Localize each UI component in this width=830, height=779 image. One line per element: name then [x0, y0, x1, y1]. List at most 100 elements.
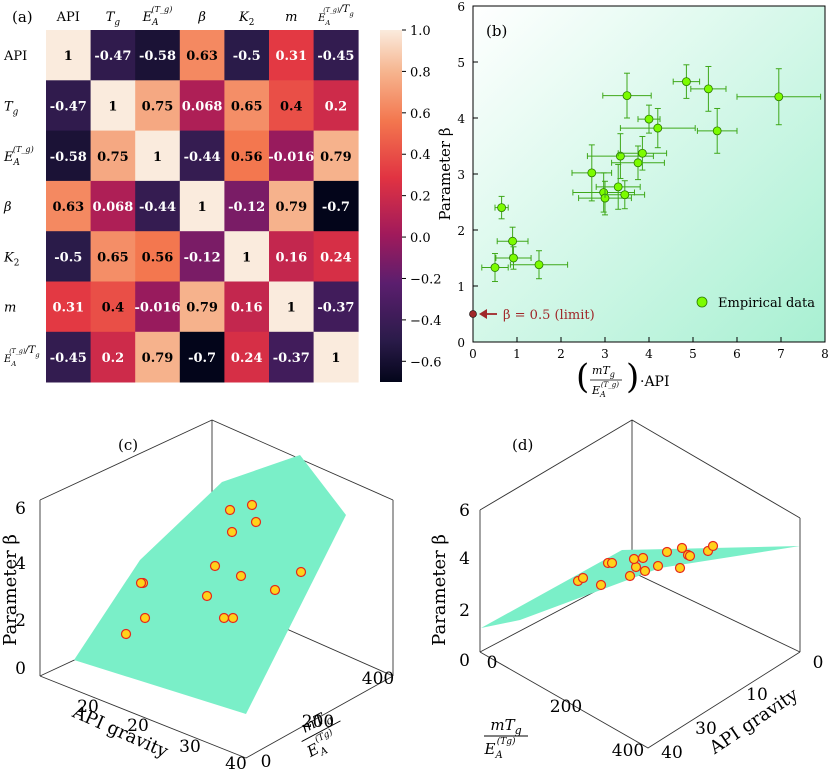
heatmap-cell — [313, 130, 359, 182]
heatmap-cell — [179, 231, 225, 282]
x-tick-label: 20 — [127, 716, 149, 736]
heatmap-value: 0.068 — [93, 200, 134, 215]
heatmap-value: 0.79 — [275, 200, 307, 215]
axis-label: EA(T_g) — [3, 145, 34, 168]
xticks-c: 20 20 30 40 — [77, 697, 247, 774]
data-point — [595, 163, 641, 210]
heatmap-value: -0.5 — [233, 49, 261, 64]
data-point — [611, 145, 665, 181]
colorbar-tick-label: 1.0 — [410, 24, 431, 39]
heatmap-value: 1 — [242, 250, 251, 265]
heatmap-value: -0.016 — [134, 301, 180, 316]
x-tick-label: 7 — [777, 347, 785, 361]
xticks-d: 0 200 400 — [487, 653, 645, 761]
bracket: ) — [626, 357, 639, 397]
colorbar-tick-label: 0.8 — [410, 65, 431, 80]
heatmap-value: 0.16 — [275, 250, 307, 265]
heatmap-cell — [135, 180, 181, 232]
heatmap-cell — [46, 80, 91, 131]
data-point — [736, 68, 822, 126]
data-point — [481, 253, 509, 283]
heatmap-value: 0.56 — [231, 150, 263, 165]
heatmap-value: 0.79 — [186, 301, 218, 316]
panel-a-label: (a) — [12, 8, 33, 26]
frac-den: EA(T_g) — [591, 381, 619, 399]
heatmap-cell — [313, 331, 359, 383]
z-tick-label: 6 — [15, 499, 26, 519]
heatmap-cell — [46, 180, 91, 232]
y-tick-label: 1 — [457, 280, 465, 294]
heatmap-cell — [90, 331, 136, 383]
point-3d — [661, 546, 673, 558]
heatmap-cell — [135, 231, 181, 282]
y-tick-label: 2 — [457, 224, 465, 238]
heatmap-cell — [179, 80, 225, 131]
colorbar-tick-label: 0.6 — [410, 107, 431, 122]
point-3d — [120, 628, 132, 640]
heatmap-row-labels: API Tg EA(T_g) β K2 m EA(T_g)/Tg — [3, 49, 40, 368]
plot-b-xlabel: (mTg EA(T_g)) ·API — [576, 357, 670, 399]
data-point — [604, 180, 646, 210]
data-point — [617, 135, 668, 171]
point-3d — [652, 560, 664, 572]
y-tick-label: 10 — [746, 685, 768, 705]
x-tick-label: 200 — [550, 697, 582, 717]
z-tick-label: 0 — [15, 659, 26, 679]
axis-label: β — [197, 10, 206, 25]
heatmap-cell — [313, 281, 359, 333]
heatmap-cell — [224, 180, 270, 232]
heatmap-value: 0.56 — [142, 250, 174, 265]
plot-b-legend: Empirical data — [696, 296, 815, 311]
heatmap-cell — [313, 30, 359, 81]
heatmap-value: -0.12 — [184, 250, 221, 265]
panel-d-label: (d) — [512, 436, 533, 454]
point-3d — [235, 570, 247, 582]
y-tick-label: 40 — [661, 743, 683, 763]
y-tick-label: 4 — [457, 112, 465, 126]
heatmap-value: 0.65 — [97, 250, 129, 265]
heatmap-value: -0.016 — [268, 150, 314, 165]
z-tick-label: 2 — [459, 601, 470, 621]
data-point — [672, 64, 701, 99]
heatmap-value: 0.068 — [182, 99, 223, 114]
x-tick-label: 6 — [733, 347, 741, 361]
heatmap-value: 0.24 — [320, 250, 352, 265]
heatmap-value: -0.58 — [139, 49, 176, 64]
heatmap-value: -0.5 — [54, 250, 82, 265]
heatmap-value: -0.58 — [50, 150, 87, 165]
zlabel-c: Parameter β — [0, 534, 21, 646]
heatmap-cell — [90, 231, 136, 282]
heatmap-cell — [269, 331, 314, 383]
yticks-c: 0 200 400 — [261, 669, 395, 772]
heatmap-cell — [269, 180, 314, 232]
point-3d — [624, 570, 636, 582]
heatmap-value: 0.16 — [231, 301, 263, 316]
heatmap-cell — [269, 80, 314, 131]
heatmap-cell — [224, 30, 270, 81]
y-tick-label: 3 — [457, 168, 465, 182]
heatmap-cell — [224, 130, 270, 182]
plot-b-points — [481, 64, 822, 283]
axis-label: m — [4, 301, 16, 316]
data-point — [494, 195, 509, 220]
heatmap-value: -0.45 — [50, 351, 87, 366]
axis-label: EA(T_g) — [142, 5, 173, 28]
heatmap-value: -0.7 — [322, 200, 350, 215]
panel-c-label: (c) — [118, 436, 138, 454]
heatmap-cell — [269, 281, 314, 333]
frac-num: mTg — [592, 364, 615, 379]
z-tick-label: 4 — [459, 549, 470, 569]
panel-d: (d) 0 2 4 6 0 200 400 0 10 30 40 Parameter β mTg… — [429, 419, 823, 763]
heatmap-value: 0.65 — [231, 99, 263, 114]
heatmap-cell — [224, 231, 270, 282]
heatmap-value: -0.7 — [188, 351, 216, 366]
x-tick-label: 30 — [179, 737, 201, 757]
heatmap-cell — [179, 130, 225, 182]
x-tick-label: 2 — [557, 347, 565, 361]
heatmap-cell — [46, 281, 91, 333]
colorbar-tick-label: −0.6 — [410, 355, 442, 370]
point-3d — [250, 516, 262, 528]
axis-label: Tg — [106, 10, 121, 28]
point-3d — [227, 612, 239, 624]
